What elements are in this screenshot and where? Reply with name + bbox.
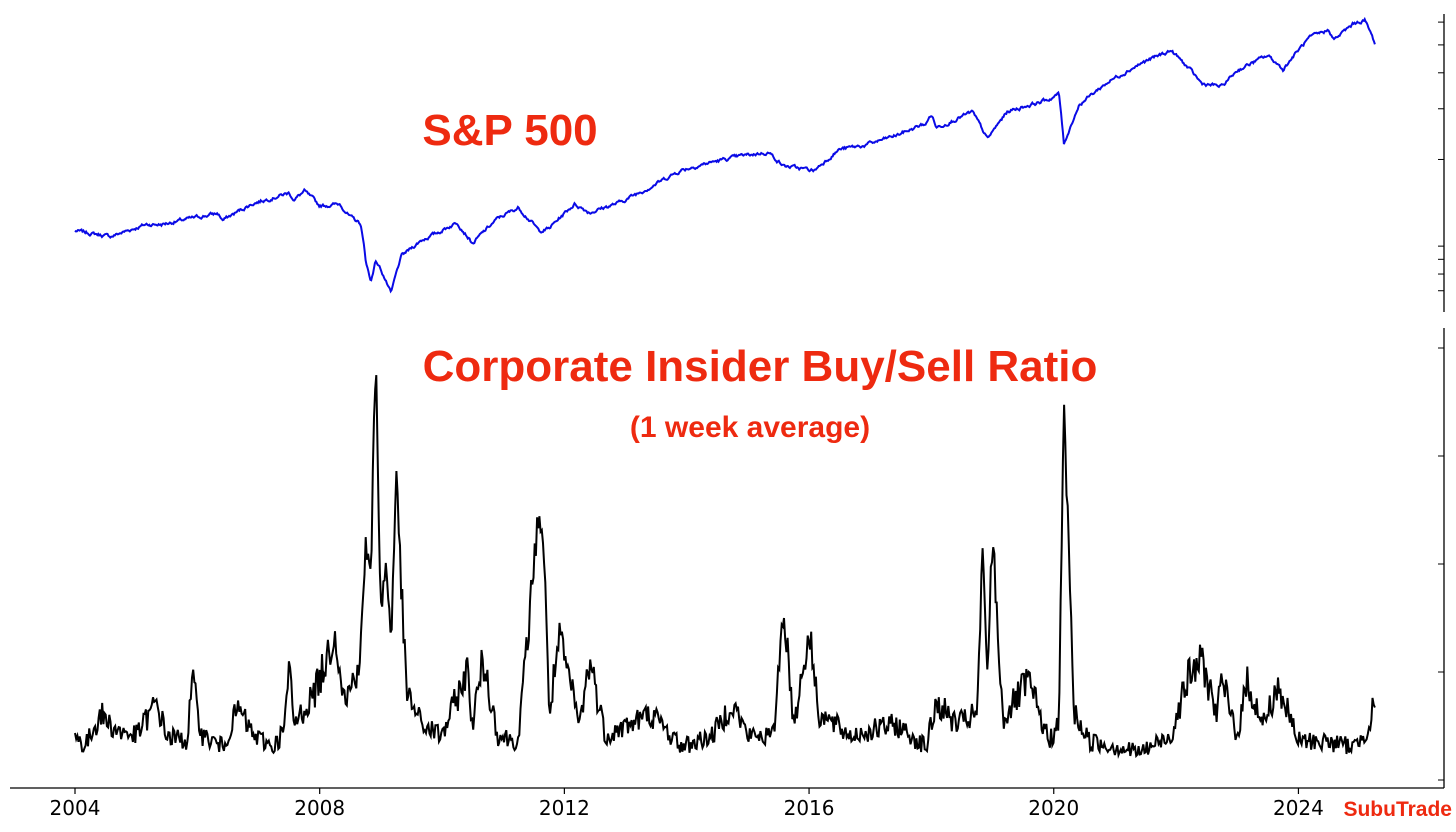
x-axis-ticks: 2004 2008 2012 2016 2020 2024 — [50, 788, 1324, 820]
x-tick-label: 2020 — [1028, 796, 1079, 820]
insider-series-line — [74, 375, 1376, 759]
sp500-series-line — [74, 16, 1376, 294]
x-tick-label: 2004 — [50, 796, 101, 820]
x-tick-label: 2008 — [294, 796, 345, 820]
x-tick-label: 2024 — [1273, 796, 1324, 820]
brand-watermark: SubuTrade — [1343, 798, 1452, 821]
sp500-title: S&P 500 — [422, 106, 597, 155]
x-tick-label: 2016 — [784, 796, 835, 820]
sp500-axis-ticks — [1438, 21, 1444, 292]
x-tick-label: 2012 — [539, 796, 590, 820]
insider-panel: 2004 2008 2012 2016 2020 2024 Corporate Insid… — [10, 328, 1445, 820]
sp500-panel: S&P 500 — [74, 14, 1445, 312]
insider-axis-ticks — [1438, 347, 1444, 781]
insider-title: Corporate Insider Buy/Sell Ratio — [423, 342, 1098, 391]
insider-subtitle: (1 week average) — [630, 411, 870, 444]
